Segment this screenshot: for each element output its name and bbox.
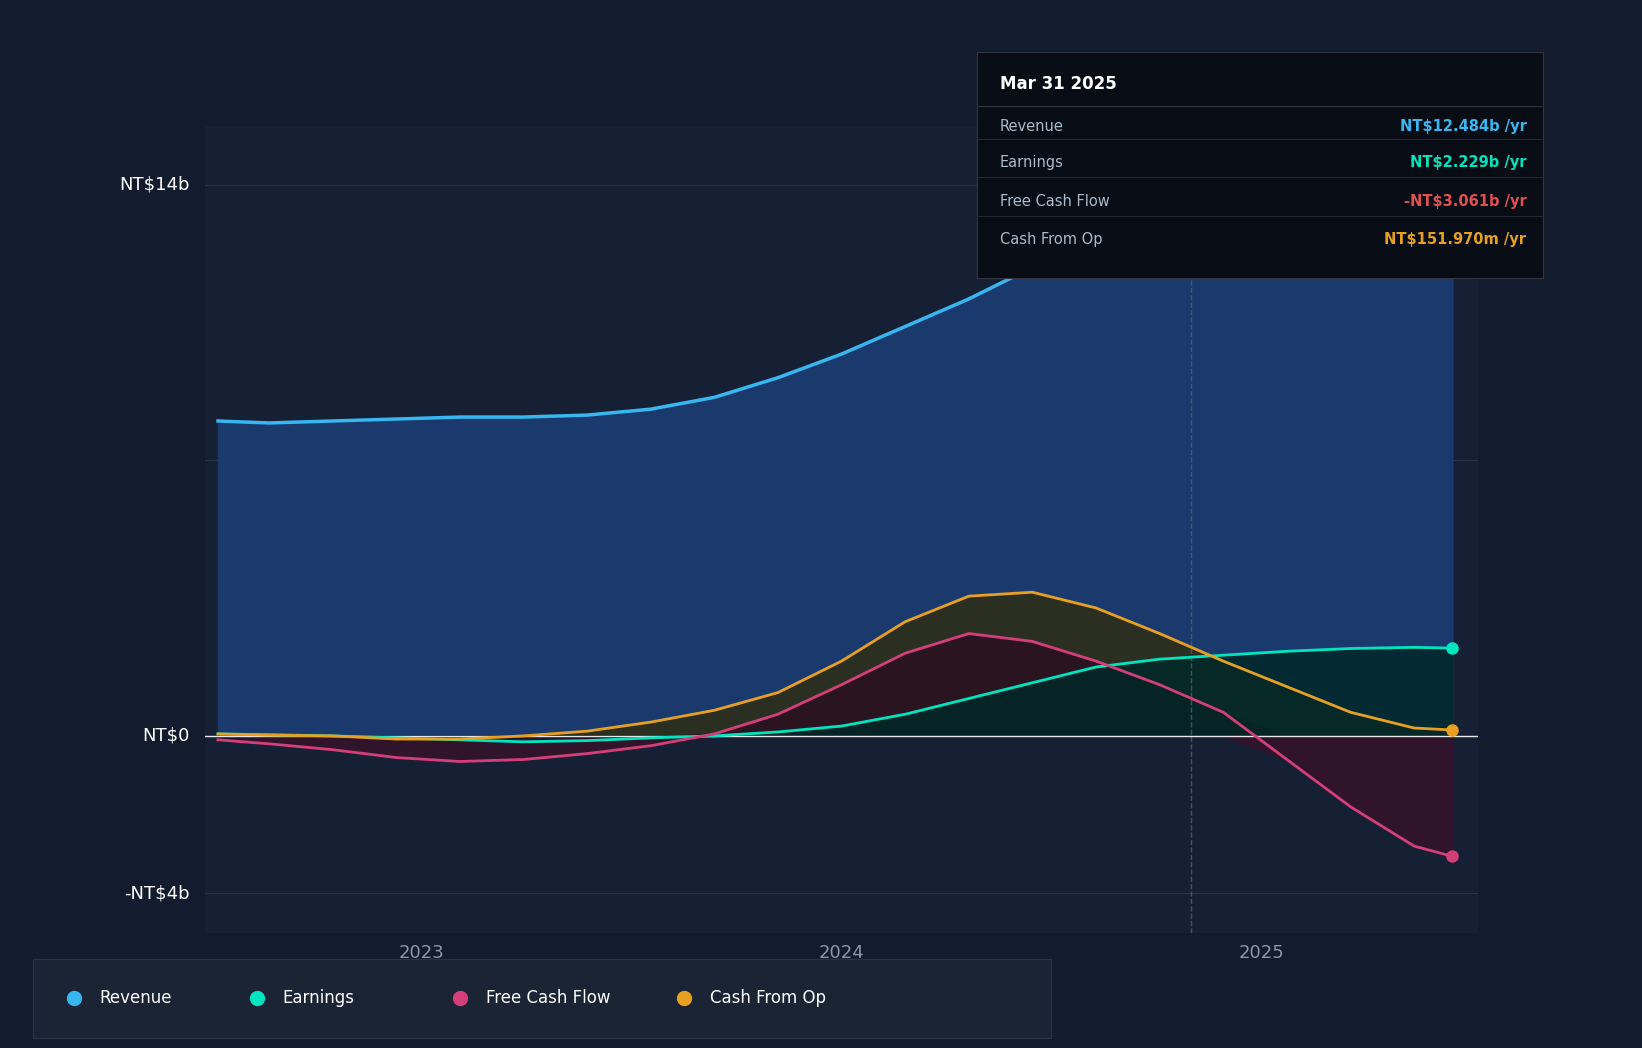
Text: Revenue: Revenue (1000, 119, 1064, 134)
Text: Free Cash Flow: Free Cash Flow (1000, 194, 1110, 209)
Text: Mar 31 2025: Mar 31 2025 (1000, 75, 1117, 93)
Text: NT$151.970m /yr: NT$151.970m /yr (1384, 232, 1527, 247)
Text: Cash From Op: Cash From Op (1000, 232, 1102, 247)
Text: Cash From Op: Cash From Op (709, 989, 826, 1007)
Text: Free Cash Flow: Free Cash Flow (486, 989, 611, 1007)
Text: -NT$4b: -NT$4b (125, 885, 190, 902)
Text: Revenue: Revenue (99, 989, 171, 1007)
Text: NT$2.229b /yr: NT$2.229b /yr (1410, 155, 1527, 171)
Text: -NT$3.061b /yr: -NT$3.061b /yr (1404, 194, 1527, 209)
Text: Earnings: Earnings (282, 989, 355, 1007)
Text: NT$12.484b /yr: NT$12.484b /yr (1399, 119, 1527, 134)
Text: NT$14b: NT$14b (120, 176, 190, 194)
Text: NT$0: NT$0 (143, 727, 190, 745)
Text: Earnings: Earnings (1000, 155, 1064, 171)
